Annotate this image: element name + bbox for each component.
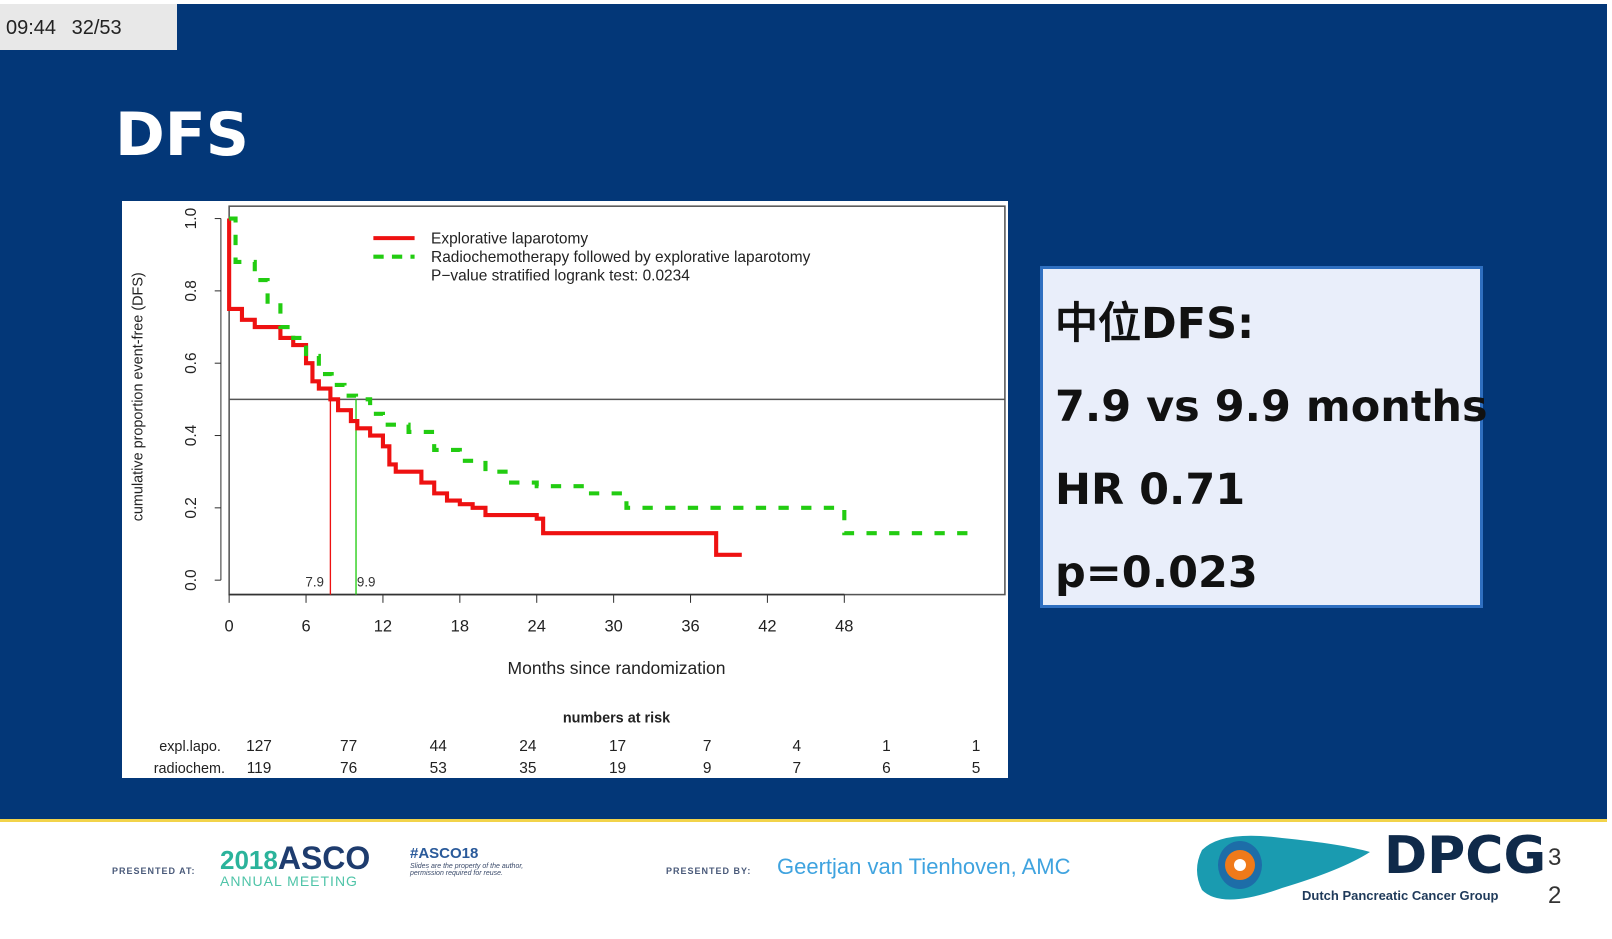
risk-count: 7 [793,760,802,777]
risk-count: 1 [972,738,981,755]
summary-hr: HR 0.71 [1055,465,1246,515]
summary-p: p=0.023 [1055,548,1258,598]
x-tick-label: 42 [758,618,776,636]
risk-count: 7 [703,738,712,755]
risk-count: 127 [246,738,272,755]
y-tick-label: 0.6 [183,352,200,373]
dpcg-subtitle: Dutch Pancreatic Cancer Group [1302,888,1499,903]
legend-item-2: Radiochemotherapy followed by explorativ… [431,249,811,266]
km-chart: cumulative proportion event-free (DFS) M… [122,201,1008,778]
km-curve-explorative [227,218,742,557]
risk-count: 1 [882,738,891,755]
y-tick-label: 0.4 [183,424,200,446]
x-tick-label: 48 [835,618,853,636]
y-tick-label: 0.2 [183,497,200,518]
median-label-red: 7.9 [305,574,324,589]
km-curve-radiochemotherapy [229,216,979,536]
x-tick-label: 30 [604,618,622,636]
x-axis-label: Months since randomization [508,658,726,678]
summary-heading: 中位DFS: [1055,299,1255,349]
x-tick-label: 18 [451,618,469,636]
asco-year: 2018 [220,845,278,875]
x-tick-label: 12 [374,618,392,636]
hashtag-block: #ASCO18 Slides are the property of the a… [410,845,524,878]
hashtag: #ASCO18 [410,845,479,862]
risk-count: 24 [519,738,537,755]
presenter-name: Geertjan van Tienhoven, AMC [777,854,1071,879]
legend-item-1: Explorative laparotomy [431,230,588,247]
risk-count: 76 [340,760,357,777]
risk-count: 17 [609,738,626,755]
y-axis-label: cumulative proportion event-free (DFS) [131,272,147,521]
x-tick-label: 36 [681,618,699,636]
presented-at-label: PRESENTED AT: [112,866,196,876]
risk-title: numbers at risk [563,710,671,726]
y-tick-label: 1.0 [183,208,200,229]
asco-logo: 2018ASCO ANNUAL MEETING [220,842,370,890]
risk-count: 119 [247,760,272,777]
page-number-digit: 3 [1548,844,1562,871]
y-tick-label: 0.8 [183,280,200,301]
dpcg-logo-icon [1197,835,1370,900]
slide-title: DFS [115,100,250,170]
y-tick-label: 0.0 [183,569,200,590]
risk-count: 44 [430,738,448,755]
median-label-green: 9.9 [357,574,376,589]
footer-divider [0,819,1607,822]
risk-count: 4 [793,738,802,755]
risk-count: 53 [430,760,447,777]
risk-count: 5 [972,760,981,777]
summary-box: 中位DFS: 7.9 vs 9.9 months HR 0.71 p=0.023 [1040,266,1488,608]
risk-label-radio: radiochem. [154,761,225,777]
x-tick-label: 24 [528,618,546,636]
x-tick-label: 0 [225,618,234,636]
slide-counter: 32/53 [71,17,122,39]
asco-subtitle: ANNUAL MEETING [220,873,358,889]
footer: PRESENTED AT: 2018ASCO ANNUAL MEETING #A… [0,822,1612,939]
risk-count: 35 [519,760,536,777]
pvalue-text: P−value stratified logrank test: 0.0234 [431,267,690,284]
slide-status-bar: 09:44 32/53 [0,4,177,50]
risk-label-expl: expl.lapo. [159,739,221,755]
risk-count: 6 [882,760,891,777]
page-number-digit: 2 [1548,882,1562,909]
x-tick-label: 6 [301,618,310,636]
risk-count: 19 [609,760,626,777]
risk-count: 9 [703,760,712,777]
dpcg-wordmark: DPCG [1384,826,1547,886]
clock: 09:44 [6,17,57,39]
disclaimer: Slides are the property of the author, [410,862,524,870]
summary-median: 7.9 vs 9.9 months [1055,382,1488,432]
presented-by-label: PRESENTED BY: [666,866,752,876]
disclaimer: permission required for reuse. [410,870,503,878]
risk-count: 77 [340,738,357,755]
asco-wordmark: ASCO [277,840,371,876]
